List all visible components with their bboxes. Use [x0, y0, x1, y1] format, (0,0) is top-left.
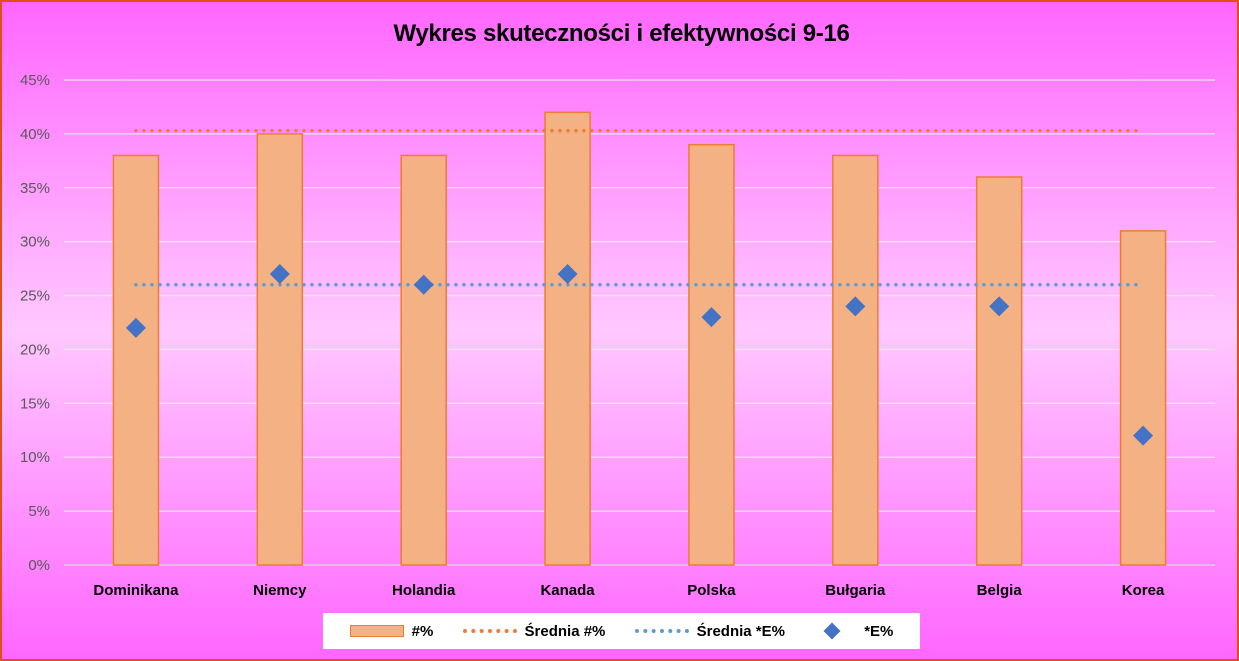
e-point-8: [1133, 425, 1154, 446]
legend-label-e: *E%: [864, 622, 894, 640]
e-point-1: [125, 317, 146, 338]
y-tick-label: 15%: [20, 395, 50, 412]
legend-diamond-swatch: [823, 622, 841, 640]
legend-orange-dots-swatch: [462, 629, 517, 633]
legend-item-avg-e: Średnia *E%: [634, 622, 785, 640]
x-category-label: Korea: [1122, 582, 1165, 599]
legend-label-avg-hash: Średnia #%: [524, 622, 606, 640]
x-category-label: Holandia: [392, 582, 456, 599]
bar-7: [975, 176, 1023, 566]
bar-2: [256, 133, 304, 566]
x-category-label: Niemcy: [253, 582, 307, 599]
legend-bar-swatch: [349, 625, 404, 637]
e-point-3: [413, 274, 434, 295]
y-tick-label: 40%: [20, 126, 50, 143]
bar-4: [544, 111, 591, 566]
e-point-5: [701, 307, 722, 328]
x-category-label: Bułgaria: [825, 582, 886, 599]
x-category-label: Polska: [687, 582, 736, 599]
e-point-4: [557, 264, 578, 284]
bar-5: [688, 143, 735, 566]
y-tick-label: 35%: [20, 180, 50, 197]
y-tick-label: 25%: [20, 288, 50, 305]
legend-label-bars: #%: [411, 622, 434, 640]
e-point-6: [845, 296, 866, 317]
e-point-2: [269, 264, 290, 284]
chart-title: Wykres skuteczności i efektywności 9-16: [393, 20, 850, 47]
bar-1: [112, 154, 160, 566]
y-tick-label: 30%: [20, 234, 50, 251]
y-tick-label: 5%: [28, 503, 50, 520]
bar-3: [400, 154, 447, 566]
x-category-label: Belgia: [977, 582, 1023, 599]
y-tick-label: 0%: [28, 557, 50, 574]
x-category-label: Dominikana: [93, 582, 179, 599]
bar-6: [832, 154, 879, 566]
e-point-7: [989, 296, 1010, 317]
y-tick-label: 20%: [20, 341, 50, 358]
y-tick-label: 45%: [20, 72, 50, 89]
legend-item-bars: #%: [349, 622, 434, 640]
legend-item-avg-hash: Średnia #%: [462, 622, 606, 640]
legend: #% Średnia #% Średnia *E% *E%: [323, 613, 920, 649]
x-category-label: Kanada: [540, 582, 595, 599]
legend-label-avg-e: Średnia *E%: [696, 622, 785, 640]
legend-blue-dots-swatch: [634, 629, 689, 633]
bar-8: [1119, 230, 1167, 566]
y-tick-label: 10%: [20, 449, 50, 466]
legend-item-e: *E%: [814, 623, 893, 640]
